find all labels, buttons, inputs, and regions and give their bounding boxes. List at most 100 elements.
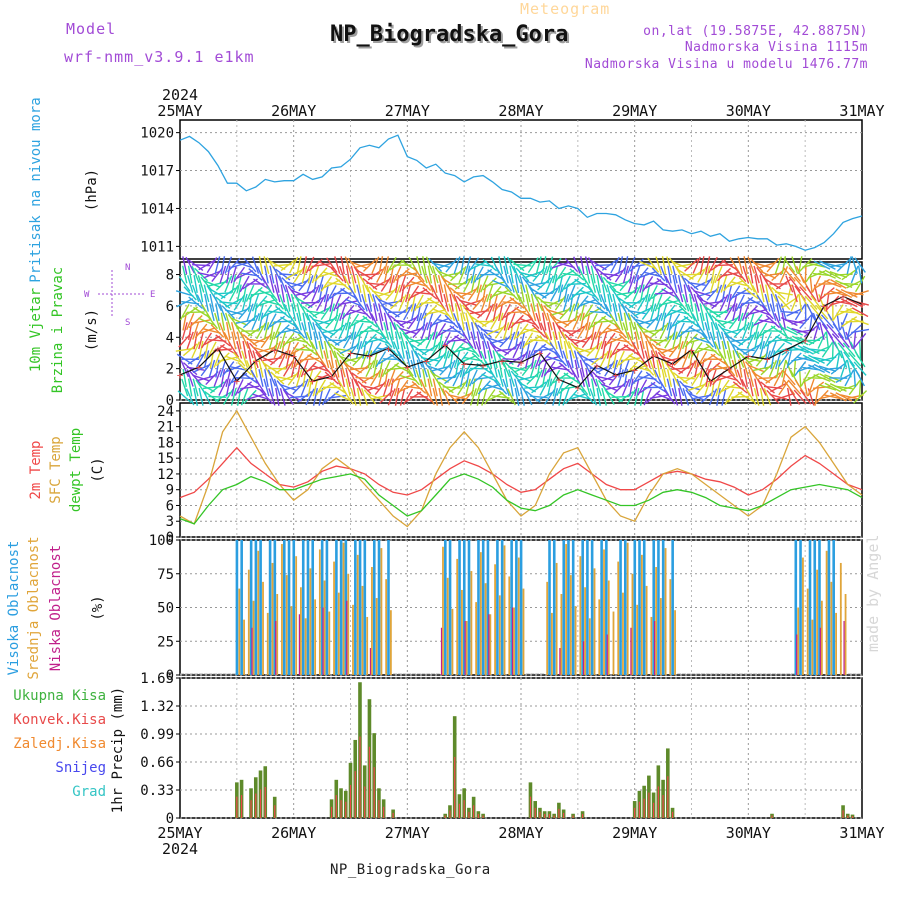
wind-barb: [519, 317, 537, 326]
wind-marker: +: [480, 360, 487, 373]
wind-barb: [618, 333, 634, 347]
wind-barb: [182, 362, 198, 376]
wind-barb: [692, 256, 701, 274]
wind-barb: [759, 284, 765, 303]
wind-barb: [574, 359, 580, 378]
wind-barb: [459, 299, 477, 306]
wind-barb: [600, 331, 608, 350]
wind-barb: [323, 340, 329, 359]
wind-barb: [437, 261, 455, 269]
wind-barb: [329, 350, 335, 369]
wind-barb: [481, 316, 498, 328]
wind-barb: [186, 313, 195, 331]
wind-barb: [759, 331, 765, 350]
wind-barb: [690, 286, 704, 301]
wind-barb: [240, 331, 250, 349]
wind-barb: [805, 266, 817, 283]
wind-barb: [307, 378, 313, 397]
wind-barb: [854, 275, 866, 293]
wind-barb: [267, 369, 277, 387]
high-cloud-bar: [292, 540, 296, 675]
wind-barb: [258, 369, 264, 387]
mid-cloud-bar: [835, 612, 837, 675]
wind-barb: [275, 324, 290, 338]
high-cloud-bar: [581, 540, 584, 675]
wind-barb: [420, 322, 429, 340]
wind-barb: [465, 312, 471, 331]
wind-barb: [846, 322, 853, 340]
wind-barb: [438, 331, 444, 350]
wind-barb: [282, 388, 294, 405]
wind-barb: [373, 303, 378, 322]
low-cloud-bar: [488, 614, 490, 675]
wind-barb: [596, 274, 601, 293]
wind-barb: [386, 256, 397, 274]
precip-unit: 1hr Precip (mm): [110, 687, 126, 813]
wind-barb: [480, 275, 489, 293]
wind-barb: [798, 369, 802, 388]
wind-barb: [824, 280, 842, 288]
wind-barb: [383, 312, 389, 331]
wind-barb: [398, 294, 407, 312]
wind-barb: [587, 285, 600, 301]
wind-barb: [273, 378, 281, 397]
precip-conv-bar: [842, 810, 844, 818]
high-cloud-bar: [652, 540, 656, 675]
high-cloud-bar: [633, 540, 637, 675]
wind-barb: [465, 322, 471, 340]
wind-barb: [425, 256, 434, 274]
mid-cloud-bar: [612, 611, 615, 675]
wind-barb: [595, 284, 603, 303]
wind-barb: [688, 350, 694, 369]
wind-barb: [198, 331, 205, 350]
wind-barb: [350, 331, 357, 350]
wind-barb: [682, 329, 701, 333]
wind-barb: [416, 391, 433, 403]
wind-barb: [597, 324, 611, 338]
mid-cloud-bar: [797, 607, 800, 675]
high-cloud-bar: [259, 540, 262, 675]
wind-barb: [759, 270, 777, 279]
wind-barb: [296, 256, 302, 275]
wind-barb: [448, 303, 455, 321]
wind-barb: [263, 299, 281, 306]
mid-cloud-bar: [508, 576, 511, 675]
wind-barb: [564, 333, 579, 347]
precip-conv-bar: [473, 805, 475, 818]
precip-conv-bar: [378, 800, 380, 818]
wind-barb: [492, 350, 498, 369]
wind-barb: [459, 346, 477, 354]
low-cloud-bar: [346, 600, 348, 675]
wind-barb: [660, 303, 668, 321]
wind-barb: [694, 303, 700, 322]
wind-barb: [423, 361, 437, 376]
high-cloud-bar: [254, 540, 258, 675]
meteogram-label: Meteogram: [520, 0, 611, 18]
wind-barb: [611, 288, 629, 298]
wind-barb: [704, 256, 711, 275]
wind-barb: [219, 265, 227, 284]
wind-barb: [484, 389, 496, 405]
wind-barb: [221, 305, 236, 320]
mid-cloud-bar: [517, 557, 520, 675]
wind-barb: [780, 326, 798, 336]
mid-cloud-bar: [650, 616, 653, 675]
wind-barb: [293, 266, 305, 283]
high-cloud-bar: [515, 540, 518, 675]
wind-barb: [430, 341, 441, 358]
high-cloud-bar: [448, 540, 452, 675]
wind-barb: [540, 303, 548, 321]
wind-barb: [726, 284, 733, 303]
high-cloud-bar: [552, 540, 556, 675]
wind-barb: [469, 369, 478, 387]
wind-barb: [317, 326, 335, 336]
wind-barb: [214, 391, 231, 403]
precip-conv-bar: [335, 795, 337, 818]
bottom-time-tick: 29MAY: [612, 824, 657, 842]
wind-marker: +: [783, 344, 790, 357]
wind-barb: [182, 369, 187, 388]
wind-barb: [350, 388, 357, 406]
wind-barb: [766, 257, 780, 273]
wind-barb: [714, 322, 723, 340]
model-label: Model: [66, 20, 117, 38]
